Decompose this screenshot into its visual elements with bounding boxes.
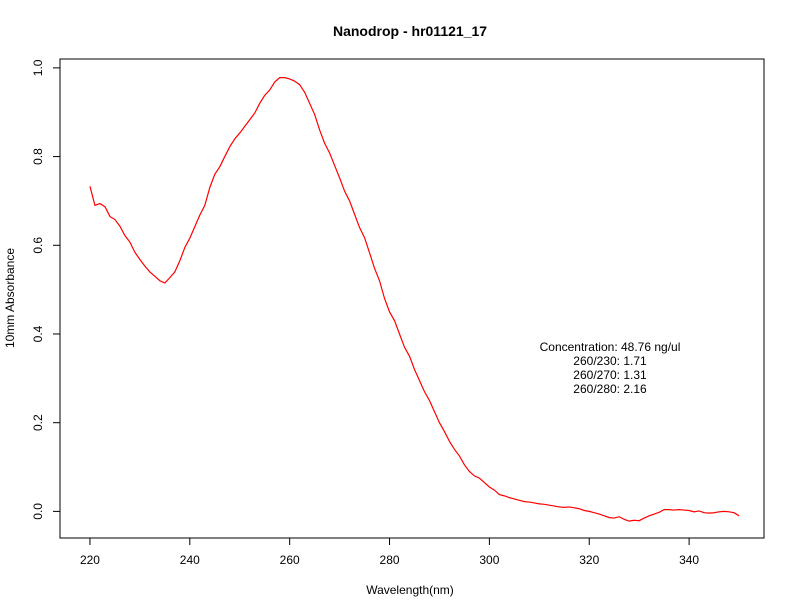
y-axis-label: 10mm Absorbance — [3, 248, 17, 348]
x-tick-label: 240 — [180, 553, 200, 567]
y-tick-label: 0.6 — [31, 237, 45, 254]
y-tick-label: 0.4 — [31, 325, 45, 342]
x-tick-label: 220 — [80, 553, 100, 567]
stats-annotation: Concentration: 48.76 ng/ul 260/230: 1.71… — [540, 340, 681, 396]
annotation-concentration: Concentration: 48.76 ng/ul — [540, 340, 681, 354]
y-tick-label: 0.8 — [31, 148, 45, 165]
y-tick-label: 0.2 — [31, 414, 45, 431]
x-tick-label: 340 — [679, 553, 699, 567]
x-tick-label: 280 — [380, 553, 400, 567]
plot-frame — [59, 58, 765, 539]
y-axis: 0.0 0.2 0.4 0.6 0.8 1.0 — [31, 59, 61, 520]
y-tick-label: 0.0 — [31, 503, 45, 520]
x-tick-label: 300 — [479, 553, 499, 567]
y-tick-label: 1.0 — [31, 59, 45, 76]
annotation-260-230: 260/230: 1.71 — [573, 354, 647, 368]
x-tick-label: 260 — [280, 553, 300, 567]
series-line — [89, 77, 740, 522]
annotation-260-280: 260/280: 2.16 — [573, 382, 647, 396]
x-axis-label: Wavelength(nm) — [366, 583, 454, 597]
annotation-260-270: 260/270: 1.31 — [573, 368, 647, 382]
chart-title: Nanodrop - hr01121_17 — [333, 23, 487, 39]
x-tick-label: 320 — [579, 553, 599, 567]
x-axis: 220 240 260 280 300 320 340 — [80, 537, 699, 567]
